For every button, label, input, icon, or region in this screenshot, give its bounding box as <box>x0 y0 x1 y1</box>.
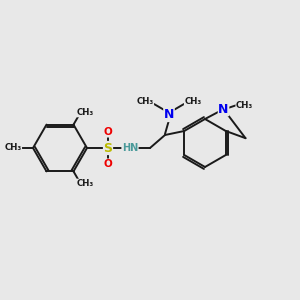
Text: HN: HN <box>122 143 138 153</box>
Text: N: N <box>164 109 174 122</box>
Text: O: O <box>103 127 112 137</box>
Text: CH₃: CH₃ <box>236 100 253 109</box>
Text: CH₃: CH₃ <box>184 97 202 106</box>
Text: S: S <box>103 142 112 154</box>
Text: CH₃: CH₃ <box>136 97 154 106</box>
Text: CH₃: CH₃ <box>76 108 94 117</box>
Text: N: N <box>218 103 229 116</box>
Text: O: O <box>103 159 112 169</box>
Text: CH₃: CH₃ <box>76 179 94 188</box>
Text: CH₃: CH₃ <box>4 143 22 152</box>
